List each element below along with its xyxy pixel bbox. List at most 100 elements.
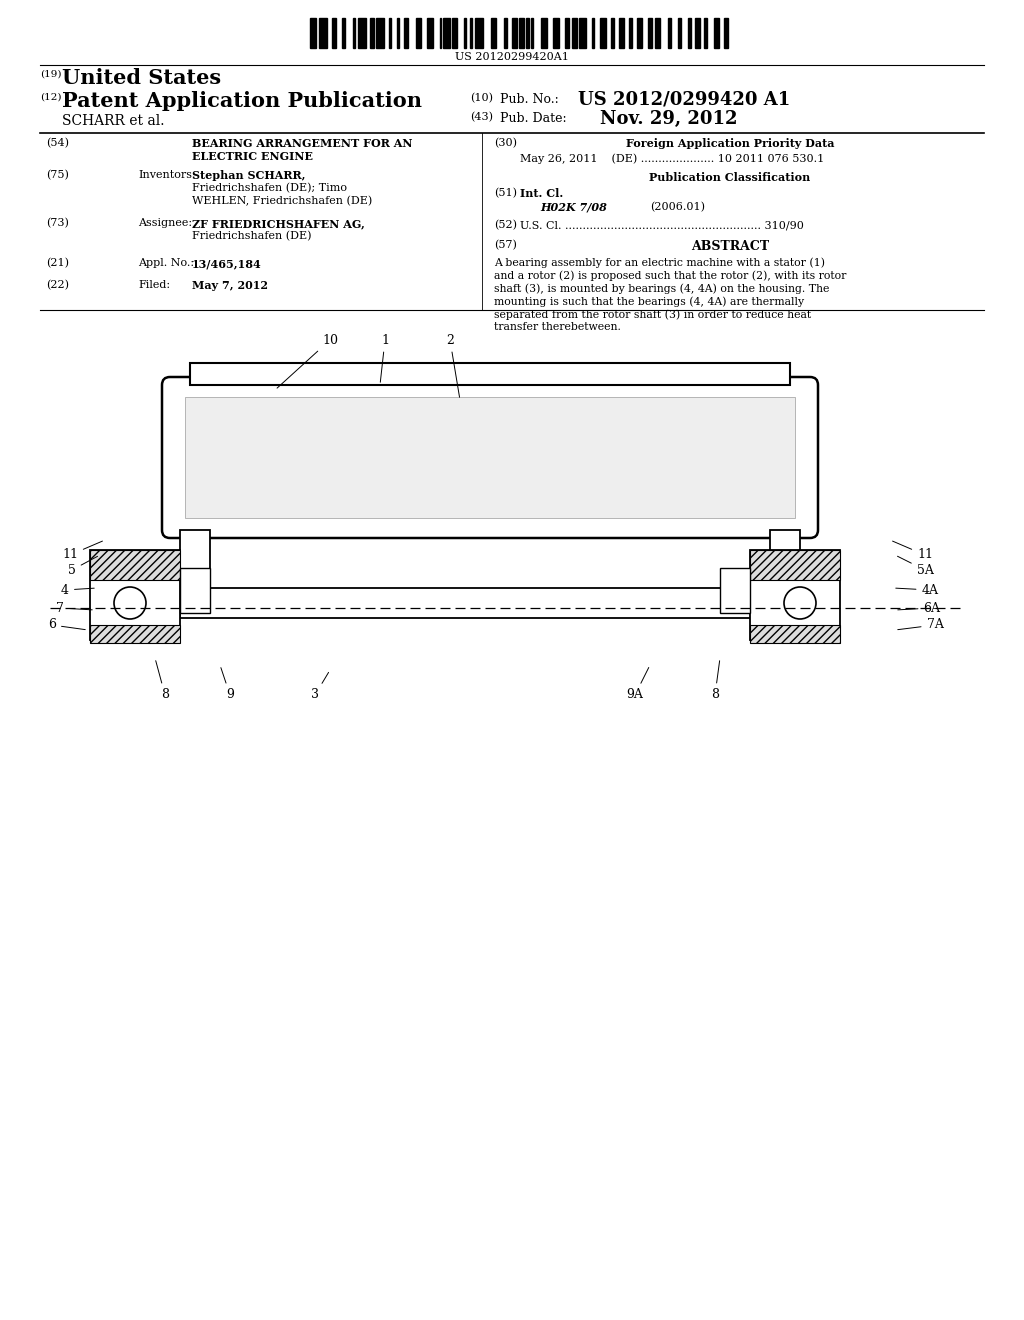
Text: Nov. 29, 2012: Nov. 29, 2012	[600, 110, 737, 128]
Text: (2006.01): (2006.01)	[650, 202, 705, 213]
Text: Foreign Application Priority Data: Foreign Application Priority Data	[626, 139, 835, 149]
Bar	[370, 18, 374, 48]
Bar	[504, 18, 507, 48]
Text: 6A: 6A	[898, 602, 940, 615]
Text: 7: 7	[56, 602, 92, 615]
Text: mounting is such that the bearings (4, 4A) are thermally: mounting is such that the bearings (4, 4…	[494, 296, 804, 306]
Bar	[416, 18, 421, 48]
Bar	[565, 18, 569, 48]
Text: 11: 11	[893, 541, 933, 561]
Bar	[470, 18, 472, 48]
Text: and a rotor (2) is proposed such that the rotor (2), with its rotor: and a rotor (2) is proposed such that th…	[494, 271, 847, 281]
Bar	[750, 550, 840, 579]
Bar	[332, 18, 337, 48]
Text: Pub. Date:: Pub. Date:	[500, 112, 566, 125]
Text: Pub. No.:: Pub. No.:	[500, 92, 559, 106]
Text: Patent Application Publication: Patent Application Publication	[62, 91, 422, 111]
Text: 4: 4	[61, 583, 94, 597]
Bar	[724, 18, 728, 48]
Text: Stephan SCHARR,: Stephan SCHARR,	[193, 170, 305, 181]
Bar	[750, 624, 840, 643]
Text: Publication Classification: Publication Classification	[649, 172, 811, 183]
Bar	[600, 18, 606, 48]
Bar	[310, 18, 315, 48]
Bar	[464, 18, 466, 48]
Bar	[530, 18, 532, 48]
Text: 2: 2	[446, 334, 460, 397]
Bar	[389, 18, 391, 48]
Text: ELECTRIC ENGINE: ELECTRIC ENGINE	[193, 150, 313, 162]
Circle shape	[784, 587, 816, 619]
Text: (19): (19)	[40, 70, 61, 79]
Bar	[443, 18, 451, 48]
Text: 9: 9	[221, 668, 233, 701]
Bar	[629, 18, 632, 48]
Bar	[353, 18, 355, 48]
Circle shape	[114, 587, 146, 619]
Text: 13/465,184: 13/465,184	[193, 257, 262, 269]
Bar	[720, 568, 750, 612]
Bar	[611, 18, 614, 48]
Text: May 26, 2011    (DE) ..................... 10 2011 076 530.1: May 26, 2011 (DE) ..................... …	[520, 153, 824, 164]
Text: (73): (73)	[46, 218, 69, 228]
Bar	[90, 624, 180, 643]
Text: Filed:: Filed:	[138, 280, 170, 290]
Text: 8: 8	[156, 661, 169, 701]
Text: H02K 7/08: H02K 7/08	[540, 202, 607, 213]
Bar	[376, 18, 384, 48]
Bar	[579, 18, 586, 48]
Text: 5A: 5A	[897, 556, 934, 577]
Text: Friedrichshafen (DE); Timo: Friedrichshafen (DE); Timo	[193, 183, 347, 193]
Bar	[180, 531, 210, 590]
Text: (51): (51)	[494, 187, 517, 198]
Text: (43): (43)	[470, 112, 493, 123]
Bar	[453, 18, 457, 48]
Text: 3: 3	[311, 672, 329, 701]
Bar	[750, 550, 840, 640]
Text: (75): (75)	[46, 170, 69, 181]
Bar	[358, 18, 366, 48]
Text: 11: 11	[62, 541, 102, 561]
Text: SCHARR et al.: SCHARR et al.	[62, 114, 165, 128]
Text: Appl. No.:: Appl. No.:	[138, 257, 195, 268]
Text: (10): (10)	[470, 92, 493, 103]
Bar	[688, 18, 691, 48]
Bar	[655, 18, 660, 48]
Bar	[620, 18, 624, 48]
Text: US 2012/0299420 A1: US 2012/0299420 A1	[578, 91, 791, 110]
Bar	[342, 18, 345, 48]
Bar	[475, 18, 482, 48]
Text: 4A: 4A	[896, 583, 939, 597]
Text: May 7, 2012: May 7, 2012	[193, 280, 268, 290]
Bar	[637, 18, 642, 48]
Bar	[678, 18, 681, 48]
Bar	[397, 18, 399, 48]
Bar	[526, 18, 528, 48]
Bar	[572, 18, 577, 48]
Text: Assignee:: Assignee:	[138, 218, 193, 228]
Text: transfer therebetween.: transfer therebetween.	[494, 322, 621, 333]
Bar	[490, 18, 497, 48]
Bar	[180, 568, 210, 612]
Bar	[647, 18, 652, 48]
Text: A bearing assembly for an electric machine with a stator (1): A bearing assembly for an electric machi…	[494, 257, 825, 268]
Text: WEHLEN, Friedrichshafen (DE): WEHLEN, Friedrichshafen (DE)	[193, 195, 373, 206]
Text: 8: 8	[711, 661, 720, 701]
Bar	[592, 18, 594, 48]
Bar	[190, 363, 790, 385]
Bar	[185, 397, 795, 517]
Bar	[318, 18, 327, 48]
Text: Int. Cl.: Int. Cl.	[520, 187, 563, 199]
Bar	[694, 18, 699, 48]
Text: ZF FRIEDRICHSHAFEN AG,: ZF FRIEDRICHSHAFEN AG,	[193, 218, 365, 228]
Bar	[427, 18, 433, 48]
Text: (54): (54)	[46, 139, 69, 148]
Bar	[703, 18, 708, 48]
Text: (22): (22)	[46, 280, 69, 290]
Text: 1: 1	[380, 334, 389, 383]
Bar	[519, 18, 524, 48]
Text: US 20120299420A1: US 20120299420A1	[455, 51, 569, 62]
Bar	[90, 550, 180, 579]
Text: Inventors:: Inventors:	[138, 170, 196, 180]
Bar	[669, 18, 671, 48]
